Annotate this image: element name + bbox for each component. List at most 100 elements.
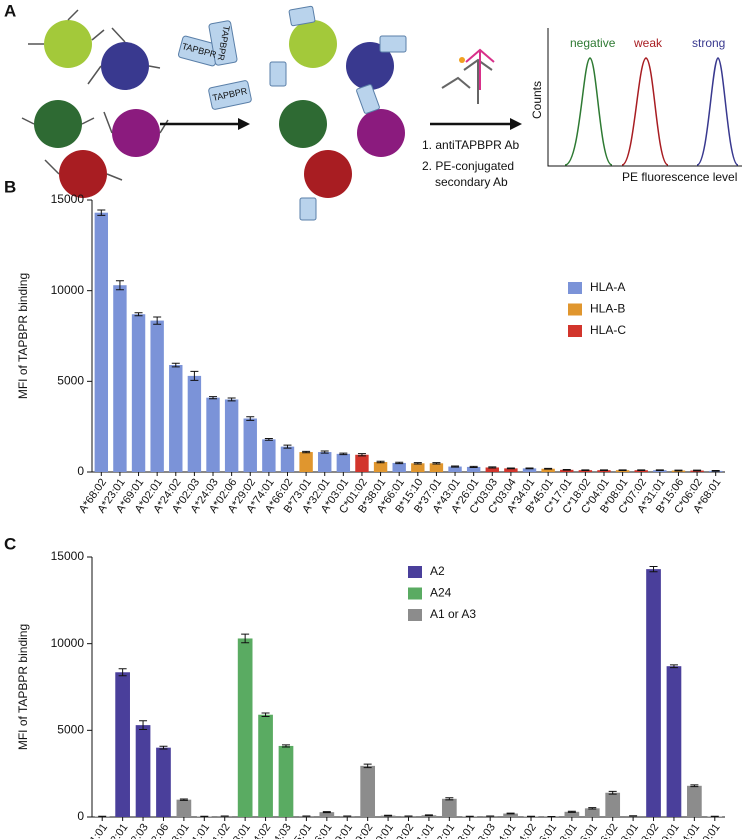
bar bbox=[485, 467, 499, 472]
histogram-axes bbox=[547, 28, 742, 167]
cell bbox=[44, 20, 92, 68]
error-bar bbox=[669, 664, 678, 669]
error-bar bbox=[227, 397, 236, 402]
histogram-x-label: PE fluorescence level bbox=[622, 170, 737, 184]
bar bbox=[299, 452, 313, 472]
legend-swatch bbox=[568, 325, 582, 337]
legend-label: HLA-C bbox=[590, 323, 626, 337]
error-bar bbox=[320, 450, 329, 454]
error-bar bbox=[190, 370, 199, 381]
error-bar bbox=[506, 812, 515, 815]
panel-label: A bbox=[4, 1, 16, 20]
cells-after bbox=[269, 5, 407, 221]
panel-label: B bbox=[4, 177, 16, 196]
error-bar bbox=[693, 469, 702, 472]
arrowhead bbox=[510, 118, 522, 130]
error-bar bbox=[506, 467, 515, 470]
bar bbox=[237, 638, 253, 817]
antibody-icon bbox=[441, 58, 493, 104]
error-bar bbox=[469, 465, 478, 468]
tapbpr bbox=[356, 84, 380, 114]
error-bar bbox=[357, 453, 366, 457]
y-tick-label: 0 bbox=[77, 809, 84, 823]
cell bbox=[101, 42, 149, 90]
error-bar bbox=[241, 633, 250, 644]
y-tick-label: 0 bbox=[77, 464, 84, 478]
tapbpr bbox=[288, 5, 316, 27]
cell bbox=[59, 150, 107, 198]
arrowhead bbox=[238, 118, 250, 130]
error-bar bbox=[153, 316, 162, 325]
bar bbox=[278, 745, 294, 817]
legend-swatch bbox=[408, 566, 422, 578]
bar bbox=[94, 212, 109, 472]
bar bbox=[597, 470, 611, 472]
strong-label: strong bbox=[692, 36, 725, 50]
cell bbox=[346, 42, 394, 90]
tapbpr bbox=[269, 61, 287, 87]
error-bar bbox=[608, 790, 617, 795]
bar bbox=[169, 365, 183, 472]
error-bar bbox=[711, 470, 720, 472]
error-bar bbox=[567, 810, 576, 813]
error-bar bbox=[179, 798, 188, 801]
cell bbox=[112, 109, 160, 157]
error-bar bbox=[649, 566, 658, 573]
error-bar bbox=[159, 745, 168, 750]
error-bar bbox=[451, 465, 460, 468]
tapbpr bbox=[208, 80, 252, 110]
cells-before bbox=[21, 9, 169, 198]
weak-label: weak bbox=[633, 36, 663, 50]
y-axis-label: MFI of TAPBPR binding bbox=[16, 273, 30, 399]
error-bar bbox=[432, 462, 441, 465]
panel-a: A TAPBPR TAPBPR TAPBPR bbox=[4, 1, 742, 221]
bar bbox=[560, 469, 574, 472]
bar bbox=[176, 799, 192, 817]
error-bar bbox=[246, 416, 255, 421]
bar bbox=[429, 463, 444, 472]
tapbpr-proteins bbox=[177, 20, 252, 110]
legend-label: A1 or A3 bbox=[430, 607, 476, 621]
cell bbox=[357, 109, 405, 157]
bar bbox=[653, 470, 667, 472]
bar bbox=[615, 470, 630, 472]
bar bbox=[411, 463, 425, 472]
bar bbox=[115, 672, 130, 817]
bar bbox=[258, 714, 273, 817]
legend-label: HLA-B bbox=[590, 302, 625, 316]
counts-label: Counts bbox=[530, 81, 544, 119]
bar bbox=[150, 320, 164, 472]
step: 2. PE-conjugated bbox=[422, 159, 514, 173]
error-bar bbox=[637, 469, 646, 472]
bar bbox=[224, 399, 239, 472]
cell bbox=[304, 150, 352, 198]
step: secondary Ab bbox=[435, 175, 508, 189]
y-tick-label: 15000 bbox=[51, 549, 85, 563]
error-bar bbox=[655, 469, 664, 472]
bar bbox=[634, 470, 648, 472]
error-bar bbox=[674, 469, 683, 472]
error-bar bbox=[424, 814, 433, 817]
error-bar bbox=[339, 452, 348, 456]
bar bbox=[421, 815, 437, 817]
bar bbox=[131, 314, 146, 472]
error-bar bbox=[488, 466, 497, 469]
bar bbox=[441, 798, 457, 817]
y-tick-label: 15000 bbox=[51, 192, 85, 206]
y-tick-label: 10000 bbox=[51, 636, 85, 650]
error-bar bbox=[171, 362, 180, 368]
error-bar bbox=[118, 668, 127, 677]
legend-label: HLA-A bbox=[590, 280, 625, 294]
error-bar bbox=[562, 468, 571, 471]
error-bar bbox=[134, 312, 143, 317]
error-bar bbox=[413, 462, 422, 465]
x-tick-label: A*01:01 bbox=[78, 822, 110, 839]
peak-weak bbox=[621, 57, 669, 166]
peak-strong bbox=[696, 57, 739, 166]
antigen-stem bbox=[21, 9, 169, 181]
y-axis-label: MFI of TAPBPR binding bbox=[16, 624, 30, 750]
y-tick-label: 5000 bbox=[57, 374, 84, 388]
cell bbox=[34, 100, 82, 148]
